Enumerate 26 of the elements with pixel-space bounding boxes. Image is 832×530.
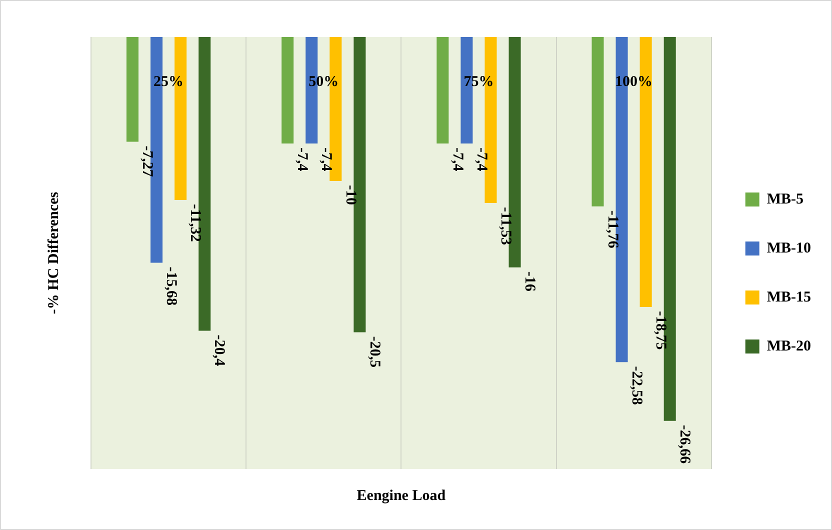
data-label: -20,4 — [211, 334, 228, 367]
data-label: -22,58 — [628, 366, 644, 405]
legend-label: MB-5 — [766, 191, 804, 208]
legend-label: MB-20 — [766, 338, 812, 354]
data-label: -15,68 — [163, 266, 180, 306]
x-tick-label: 100% — [615, 74, 653, 90]
data-label: -11,53 — [497, 207, 514, 245]
data-label: -26,66 — [676, 424, 692, 464]
data-label: -7,4 — [473, 148, 490, 172]
data-label: -7,27 — [139, 146, 156, 178]
x-axis-title: Eengine Load — [356, 488, 446, 504]
data-label: -20,5 — [366, 336, 382, 368]
x-tick-label: 50% — [308, 74, 339, 90]
legend-label: MB-15 — [766, 289, 812, 306]
data-label: -7,4 — [449, 148, 466, 172]
x-tick-label: 75% — [464, 74, 494, 90]
x-tick-label: 25% — [154, 74, 184, 90]
legend-label: MB-10 — [766, 240, 812, 256]
data-label: -16 — [521, 271, 538, 292]
data-label: -11,76 — [604, 210, 620, 249]
data-label: -10 — [342, 185, 358, 205]
y-axis-title: -% HC Differences — [46, 192, 62, 314]
data-label: -7,4 — [294, 148, 310, 172]
data-label: -11,32 — [187, 204, 204, 242]
data-label: -7,4 — [318, 148, 334, 172]
data-label: -18,75 — [652, 311, 668, 350]
